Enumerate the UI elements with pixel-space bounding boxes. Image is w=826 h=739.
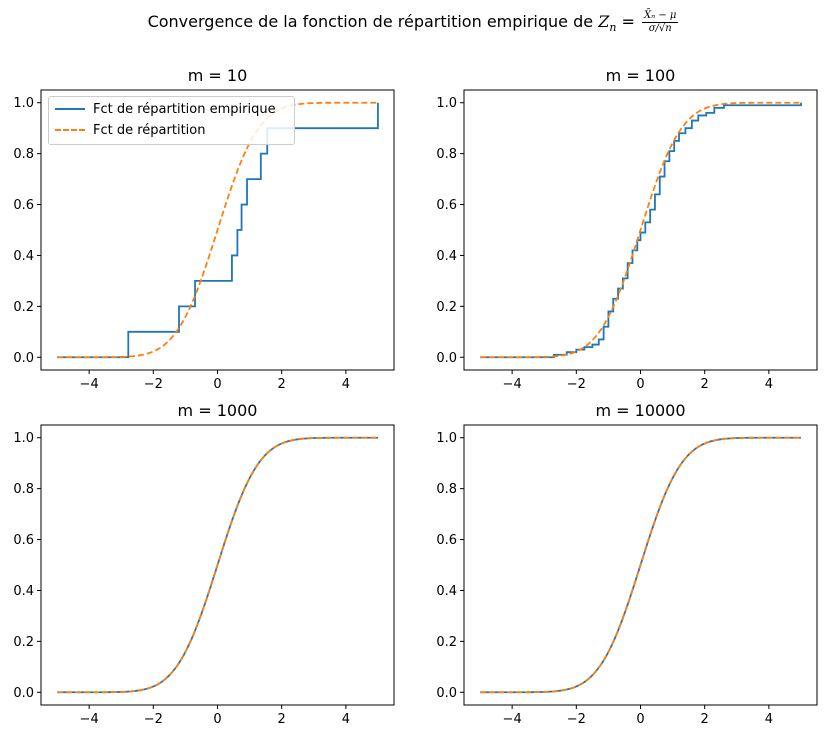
subplot-title: m = 10 bbox=[188, 66, 248, 85]
legend-empirical-label: Fct de répartition empirique bbox=[93, 101, 276, 117]
subplot-title: m = 1000 bbox=[178, 401, 258, 420]
x-tick-label: 4 bbox=[765, 712, 773, 727]
x-tick-label: 2 bbox=[278, 377, 286, 392]
y-tick-label: 0.0 bbox=[436, 351, 457, 366]
y-tick-label: 0.8 bbox=[13, 482, 34, 497]
x-tick-label: 0 bbox=[213, 377, 221, 392]
y-tick-label: 0.4 bbox=[436, 584, 457, 599]
y-tick-label: 0.6 bbox=[436, 198, 457, 213]
figure-title: Convergence de la fonction de répartitio… bbox=[0, 10, 826, 35]
fraction-numerator: X̄ₙ − μ bbox=[641, 10, 679, 23]
x-tick-label: −2 bbox=[144, 712, 163, 727]
equals-sign: = bbox=[616, 12, 640, 31]
x-tick-label: 2 bbox=[701, 712, 709, 727]
y-tick-label: 0.2 bbox=[13, 635, 34, 650]
x-tick-label: −2 bbox=[567, 712, 586, 727]
x-tick-label: −2 bbox=[144, 377, 163, 392]
x-tick-label: 2 bbox=[701, 377, 709, 392]
empirical-cdf-line bbox=[57, 102, 379, 359]
subplot-2: m = 100 −4 −2 0 2 4 0.0 0.2 0.4 0.6 0.8 1.0 bbox=[436, 66, 818, 392]
y-tick-label: 0.4 bbox=[13, 584, 34, 599]
legend-solid-line-icon bbox=[55, 108, 85, 110]
theoretical-cdf-line bbox=[480, 101, 801, 359]
y-tick-label: 1.0 bbox=[436, 96, 457, 111]
legend-entry-theoretical: Fct de répartition bbox=[55, 121, 205, 139]
y-tick-label: 0.4 bbox=[13, 249, 34, 264]
x-tick-label: −4 bbox=[80, 712, 99, 727]
y-tick-label: 1.0 bbox=[13, 96, 34, 111]
theoretical-cdf-line bbox=[480, 436, 801, 694]
y-tick-label: 0.2 bbox=[436, 300, 457, 315]
x-tick-label: −4 bbox=[80, 377, 99, 392]
theoretical-cdf-line bbox=[57, 101, 378, 359]
x-tick-label: 0 bbox=[213, 712, 221, 727]
x-tick-label: 0 bbox=[636, 712, 644, 727]
fraction: X̄ₙ − μ σ/√n bbox=[641, 10, 679, 35]
y-tick-label: 0.8 bbox=[436, 147, 457, 162]
legend-entry-empirical: Fct de répartition empirique bbox=[55, 100, 276, 118]
theoretical-cdf-line bbox=[57, 436, 378, 694]
legend-dashed-line-icon bbox=[55, 129, 85, 131]
subplot-3: m = 1000 −4 −2 0 2 4 0.0 0.2 0.4 0.6 0.8 1.0 bbox=[13, 401, 395, 727]
subplot-4: m = 10000 −4 −2 0 2 4 0.0 0.2 0.4 0.6 0.8 1.0 bbox=[436, 401, 818, 727]
y-tick-label: 0.4 bbox=[436, 249, 457, 264]
y-tick-label: 0.6 bbox=[13, 533, 34, 548]
subplot-title: m = 10000 bbox=[595, 401, 685, 420]
y-tick-label: 0.0 bbox=[13, 686, 34, 701]
y-tick-label: 0.2 bbox=[436, 635, 457, 650]
x-tick-label: 2 bbox=[278, 712, 286, 727]
z-symbol: Z bbox=[598, 12, 610, 31]
x-tick-label: 4 bbox=[342, 377, 350, 392]
figure-title-prefix: Convergence de la fonction de répartitio… bbox=[147, 12, 599, 31]
y-tick-label: 0.2 bbox=[13, 300, 34, 315]
y-tick-label: 0.8 bbox=[13, 147, 34, 162]
legend-theoretical-label: Fct de répartition bbox=[93, 122, 206, 138]
subplot-title: m = 100 bbox=[606, 66, 676, 85]
y-tick-label: 0.6 bbox=[436, 533, 457, 548]
subplot-1: m = 10 −4 −2 0 2 4 0.0 0.2 0.4 0.6 0.8 1.0 bbox=[13, 66, 395, 392]
y-tick-label: 0.0 bbox=[13, 351, 34, 366]
x-tick-label: 0 bbox=[636, 377, 644, 392]
fraction-denominator: σ/√n bbox=[648, 23, 672, 34]
x-tick-label: −4 bbox=[503, 377, 522, 392]
legend: Fct de répartition empirique Fct de répa… bbox=[48, 96, 295, 145]
x-tick-label: 4 bbox=[342, 712, 350, 727]
y-tick-label: 1.0 bbox=[13, 431, 34, 446]
x-tick-label: 4 bbox=[765, 377, 773, 392]
y-tick-label: 0.6 bbox=[13, 198, 34, 213]
x-tick-label: −2 bbox=[567, 377, 586, 392]
x-tick-label: −4 bbox=[503, 712, 522, 727]
y-tick-label: 1.0 bbox=[436, 431, 457, 446]
z-subscript: n bbox=[609, 21, 617, 35]
y-tick-label: 0.0 bbox=[436, 686, 457, 701]
y-tick-label: 0.8 bbox=[436, 482, 457, 497]
